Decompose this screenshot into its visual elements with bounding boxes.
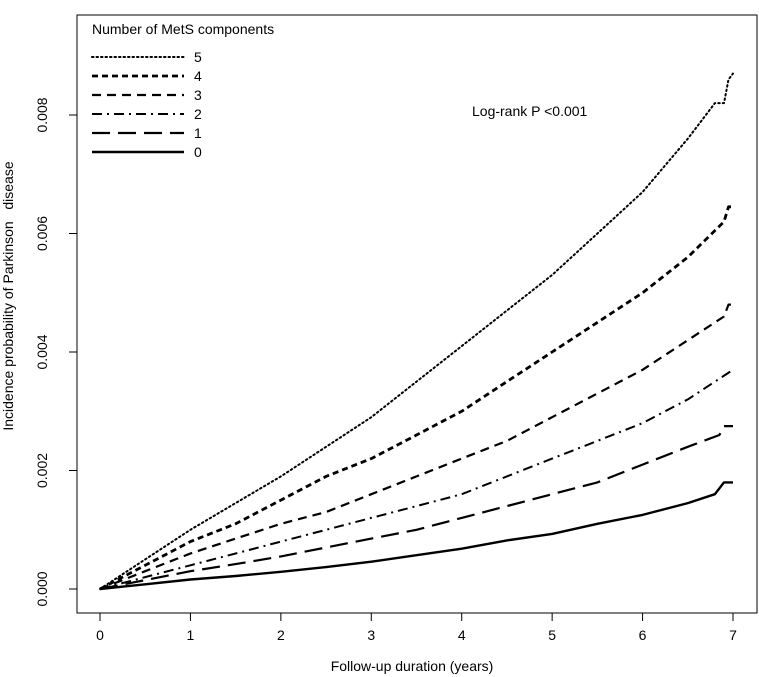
legend: Number of MetS components 5 4 3 2 1 0 bbox=[91, 21, 274, 160]
series-line-1 bbox=[99, 425, 733, 591]
logrank-annotation: Log-rank P <0.001 bbox=[472, 103, 588, 119]
series-line-5 bbox=[99, 72, 734, 590]
legend-label-2: 2 bbox=[194, 106, 202, 122]
legend-label-5: 5 bbox=[194, 49, 202, 65]
y-tick-label: 0.008 bbox=[34, 97, 50, 132]
x-tick-label: 3 bbox=[367, 627, 375, 643]
legend-label-1: 1 bbox=[194, 125, 202, 141]
series-line-2 bbox=[99, 368, 734, 590]
y-tick-label: 0.004 bbox=[34, 334, 50, 369]
y-axis: 0.000 0.002 0.004 0.006 0.008 bbox=[34, 97, 78, 607]
y-tick-label: 0.002 bbox=[34, 453, 50, 488]
x-tick-label: 5 bbox=[548, 627, 556, 643]
series-line-0 bbox=[99, 481, 733, 591]
series-line-4 bbox=[99, 205, 733, 591]
x-axis: 0 1 2 3 4 5 6 7 bbox=[96, 612, 737, 643]
legend-items: 5 4 3 2 1 0 bbox=[91, 49, 202, 160]
legend-title: Number of MetS components bbox=[92, 21, 274, 37]
x-tick-label: 1 bbox=[187, 627, 195, 643]
legend-label-0: 0 bbox=[194, 144, 202, 160]
x-tick-label: 4 bbox=[458, 627, 466, 643]
x-tick-label: 2 bbox=[277, 627, 285, 643]
x-axis-label: Follow-up duration (years) bbox=[331, 658, 494, 674]
y-tick-label: 0.006 bbox=[34, 216, 50, 251]
x-tick-label: 0 bbox=[96, 627, 104, 643]
legend-label-3: 3 bbox=[194, 87, 202, 103]
x-tick-label: 6 bbox=[639, 627, 647, 643]
plot-frame bbox=[76, 14, 758, 614]
series-layer bbox=[99, 72, 734, 591]
legend-label-4: 4 bbox=[194, 68, 202, 84]
y-axis-label: Incidence probability of Parkinson disea… bbox=[0, 161, 16, 430]
y-tick-label: 0.000 bbox=[34, 571, 50, 606]
x-tick-label: 7 bbox=[729, 627, 737, 643]
series-line-3 bbox=[99, 303, 733, 591]
